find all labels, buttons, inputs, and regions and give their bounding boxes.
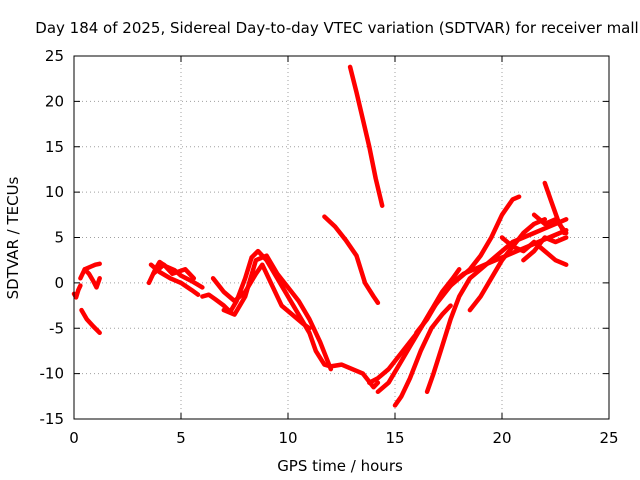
x-tick-label: 0	[69, 429, 79, 447]
y-tick-label: 20	[45, 92, 64, 110]
y-tick-label: 5	[54, 229, 64, 247]
series-line-s11	[347, 64, 385, 208]
series-line-s7	[150, 262, 197, 281]
series-line-s2	[79, 307, 102, 336]
series-line-s22	[531, 212, 569, 236]
y-tick-label: -5	[49, 319, 64, 337]
series-line-s10	[221, 253, 334, 372]
y-tick-label: 15	[45, 138, 64, 156]
x-tick-label: 5	[176, 429, 186, 447]
y-tick-label: 10	[45, 183, 64, 201]
y-tick-label: 25	[45, 47, 64, 65]
series-line-s9	[210, 262, 312, 331]
x-tick-label: 15	[385, 429, 404, 447]
series-line-s16	[414, 194, 522, 336]
x-tick-label: 20	[492, 429, 511, 447]
y-tick-label: -10	[40, 365, 65, 383]
series-line-s19	[499, 235, 569, 267]
y-tick-label: -15	[40, 410, 65, 428]
tick-labels: 0 5 10 15 20 25 -15 -10 -5 0 5 10 15 20 25	[40, 47, 619, 447]
series-line-s20	[521, 235, 569, 263]
series-line-s8	[200, 248, 381, 390]
series-line-s4	[82, 261, 102, 272]
series-line-s15	[392, 303, 453, 408]
x-axis-label: GPS time / hours	[277, 457, 403, 475]
grid-lines	[74, 56, 609, 419]
chart-title: Day 184 of 2025, Sidereal Day-to-day VTE…	[35, 19, 638, 37]
y-tick-label: 0	[54, 274, 64, 292]
x-tick-label: 10	[278, 429, 297, 447]
series-group	[71, 64, 569, 408]
x-tick-label: 25	[599, 429, 618, 447]
series-line-s17	[424, 217, 569, 395]
series-line-s12	[322, 214, 381, 306]
y-axis-label: SDTVAR / TECUs	[4, 176, 22, 299]
plot-frame	[73, 55, 610, 420]
series-line-s1	[71, 283, 83, 300]
series-line-s18	[467, 217, 548, 313]
